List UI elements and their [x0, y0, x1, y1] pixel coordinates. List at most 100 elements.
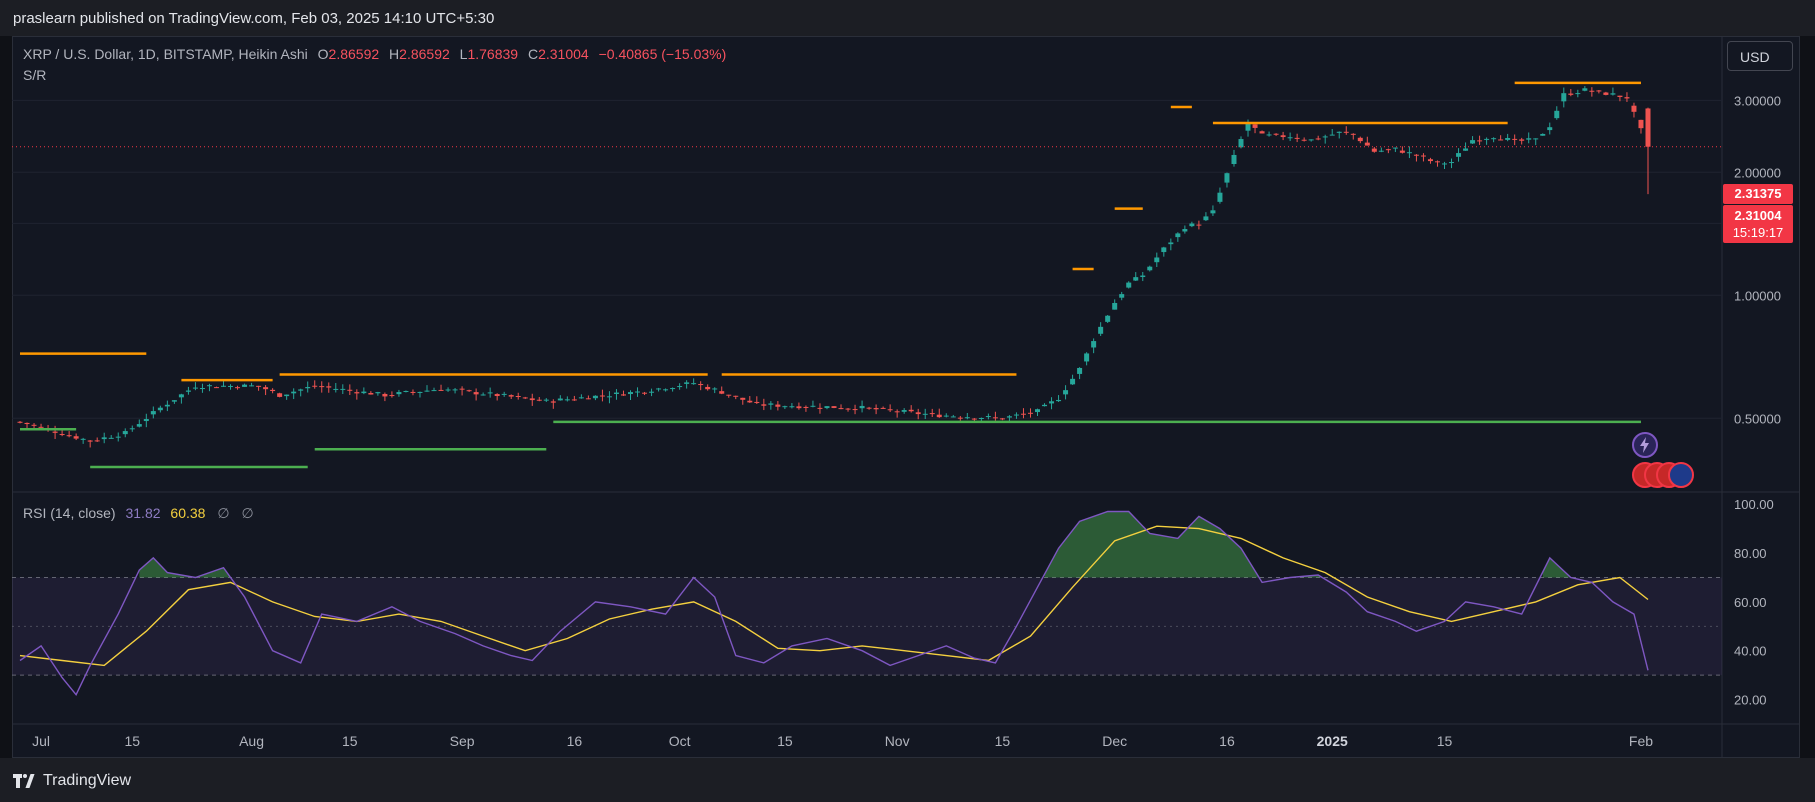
- bull-candle-body: [1126, 282, 1132, 288]
- bull-candle-body: [1561, 93, 1567, 102]
- bear-candle-body: [1434, 161, 1440, 163]
- bull-candle-body: [635, 391, 641, 393]
- bull-candle-body: [824, 406, 830, 409]
- bull-candle-body: [677, 386, 683, 388]
- symbol-title[interactable]: XRP / U.S. Dollar, 1D, BITSTAMP, Heikin …: [23, 46, 308, 62]
- bear-candle-body: [1568, 93, 1574, 95]
- bull-candle-body: [557, 398, 563, 401]
- bull-candle-body: [1231, 154, 1237, 165]
- bear-candle-body: [908, 409, 914, 412]
- bull-candle-body: [628, 392, 633, 395]
- bear-candle-body: [1645, 108, 1651, 147]
- bear-candle-body: [459, 388, 465, 390]
- bull-candle-body: [978, 417, 984, 419]
- time-tick-label: Nov: [885, 733, 910, 749]
- bear-candle-body: [1196, 224, 1202, 226]
- bull-candle-body: [712, 388, 718, 390]
- rsi-title[interactable]: RSI (14, close): [23, 505, 116, 521]
- bear-candle-body: [550, 401, 556, 403]
- currency-button[interactable]: USD: [1727, 41, 1793, 71]
- heikin-ashi-candles: [17, 86, 1651, 448]
- sr-indicator-legend[interactable]: S/R: [23, 67, 47, 83]
- bull-candle-body: [1042, 404, 1048, 407]
- close-label: C: [527, 46, 539, 62]
- bull-candle-body: [298, 389, 304, 391]
- bear-candle-body: [410, 391, 416, 393]
- bull-candle-body: [810, 405, 816, 407]
- bull-candle-body: [221, 385, 226, 387]
- bear-candle-body: [705, 386, 711, 390]
- bear-candle-body: [312, 385, 318, 387]
- low-value: 1.76839: [467, 46, 519, 62]
- bear-candle-body: [620, 394, 626, 396]
- change-value: −0.40865 (−15.03%): [598, 46, 727, 62]
- rsi-null-1: ∅: [217, 505, 230, 521]
- bull-candle-body: [606, 396, 612, 398]
- bull-candle-body: [171, 400, 177, 402]
- bear-candle-body: [866, 407, 872, 409]
- price-tick-label: 1.00000: [1734, 288, 1781, 303]
- bear-candle-body: [235, 387, 241, 389]
- bull-candle-body: [1392, 147, 1398, 149]
- time-tick-label: Aug: [239, 733, 264, 749]
- bear-candle-body: [1020, 413, 1026, 415]
- bear-candle-body: [508, 395, 514, 397]
- bull-candle-body: [649, 391, 655, 393]
- bull-candle-body: [136, 424, 142, 427]
- bull-candle-body: [122, 431, 128, 435]
- bull-candle-body: [1463, 148, 1469, 151]
- bull-candle-body: [143, 419, 149, 422]
- bear-candle-body: [1603, 92, 1609, 95]
- bull-candle-body: [501, 393, 507, 395]
- bear-candle-body: [747, 400, 753, 403]
- bull-candle-body: [1526, 138, 1532, 140]
- time-tick-label: 15: [1437, 733, 1453, 749]
- bull-candle-body: [80, 438, 86, 440]
- bear-candle-body: [73, 436, 79, 439]
- lightning-icon[interactable]: [1632, 432, 1658, 458]
- bear-candle-body: [1589, 90, 1595, 92]
- bull-candle-body: [1119, 294, 1125, 298]
- bear-candle-body: [936, 414, 942, 418]
- tradingview-brand[interactable]: TradingView: [13, 772, 131, 790]
- bear-candle-body: [873, 408, 879, 410]
- bear-candle-body: [571, 399, 577, 401]
- bull-candle-body: [340, 388, 346, 390]
- bear-candle-body: [319, 386, 325, 388]
- bull-candle-body: [206, 385, 212, 387]
- current-price-label: 2.31004: [1734, 208, 1782, 223]
- chart-frame[interactable]: [12, 36, 1800, 758]
- bull-candle-body: [1329, 134, 1335, 136]
- bull-candle-body: [1449, 162, 1455, 164]
- bear-candle-body: [803, 406, 809, 408]
- time-tick-label: 2025: [1317, 733, 1348, 749]
- us-flag-event-icon[interactable]: [1668, 462, 1694, 488]
- bear-candle-body: [1027, 412, 1033, 414]
- time-tick-label: 15: [995, 733, 1011, 749]
- bull-candle-body: [901, 410, 907, 412]
- bear-candle-body: [31, 424, 37, 426]
- time-tick-label: 15: [124, 733, 140, 749]
- bull-candle-body: [417, 391, 423, 393]
- bull-candle-body: [1217, 192, 1223, 202]
- bull-candle-body: [964, 417, 970, 419]
- rsi-legend[interactable]: RSI (14, close) 31.82 60.38 ∅ ∅: [23, 505, 254, 522]
- bear-candle-body: [94, 440, 100, 442]
- time-tick-label: Jul: [32, 733, 50, 749]
- bull-candle-body: [1582, 88, 1588, 91]
- bear-candle-body: [1617, 95, 1623, 97]
- bull-candle-body: [487, 392, 493, 394]
- bull-candle-body: [1245, 122, 1251, 131]
- symbol-legend[interactable]: XRP / U.S. Dollar, 1D, BITSTAMP, Heikin …: [23, 46, 726, 62]
- bull-candle-body: [1063, 390, 1069, 395]
- candle-countdown: 15:19:17: [1732, 225, 1784, 240]
- bear-candle-body: [719, 391, 725, 394]
- bear-candle-body: [1519, 139, 1525, 141]
- bull-candle-body: [1491, 138, 1497, 140]
- bear-candle-body: [354, 392, 360, 394]
- chart-canvas[interactable]: 0.500001.000001.500002.000003.0000020.00…: [0, 0, 1815, 760]
- bear-candle-body: [382, 393, 388, 397]
- bear-candle-body: [1477, 140, 1483, 142]
- bear-candle-body: [698, 384, 704, 386]
- bull-candle-body: [1056, 399, 1062, 402]
